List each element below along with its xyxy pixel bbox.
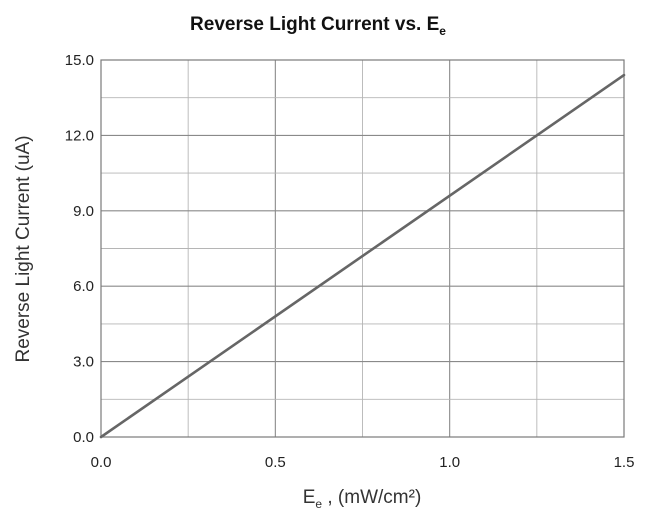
- series-layer: [99, 73, 626, 439]
- series-line: [99, 73, 626, 439]
- y-axis-label: Reverse Light Current (uA): [13, 135, 34, 362]
- y-tick-label: 15.0: [65, 52, 94, 69]
- y-tick-label: 12.0: [65, 127, 94, 144]
- grid: [101, 60, 624, 437]
- x-tick-label: 1.0: [439, 454, 460, 471]
- x-tick-label: 1.5: [614, 454, 635, 471]
- x-tick-label: 0.0: [91, 454, 112, 471]
- y-tick-label: 9.0: [73, 203, 94, 220]
- x-axis-label-sub: e: [315, 497, 322, 511]
- y-axis-ticks: 0.0 3.0 6.0 9.0 12.0 15.0: [65, 52, 94, 446]
- y-tick-label: 3.0: [73, 354, 94, 371]
- x-axis-label: Ee , (mW/cm²): [303, 487, 422, 511]
- plot-area-frame: [100, 59, 625, 438]
- x-axis-ticks: 0.0 0.5 1.0 1.5: [91, 454, 635, 471]
- x-axis-label-rest: , (mW/cm²): [322, 487, 421, 508]
- y-tick-label: 0.0: [73, 429, 94, 446]
- x-axis-label-main: E: [303, 487, 316, 508]
- chart-title-main: Reverse Light Current vs. E: [190, 14, 439, 35]
- chart-title-sub: e: [439, 24, 446, 38]
- chart-title: Reverse Light Current vs. Ee: [190, 14, 446, 38]
- x-tick-label: 0.5: [265, 454, 286, 471]
- y-tick-label: 6.0: [73, 278, 94, 295]
